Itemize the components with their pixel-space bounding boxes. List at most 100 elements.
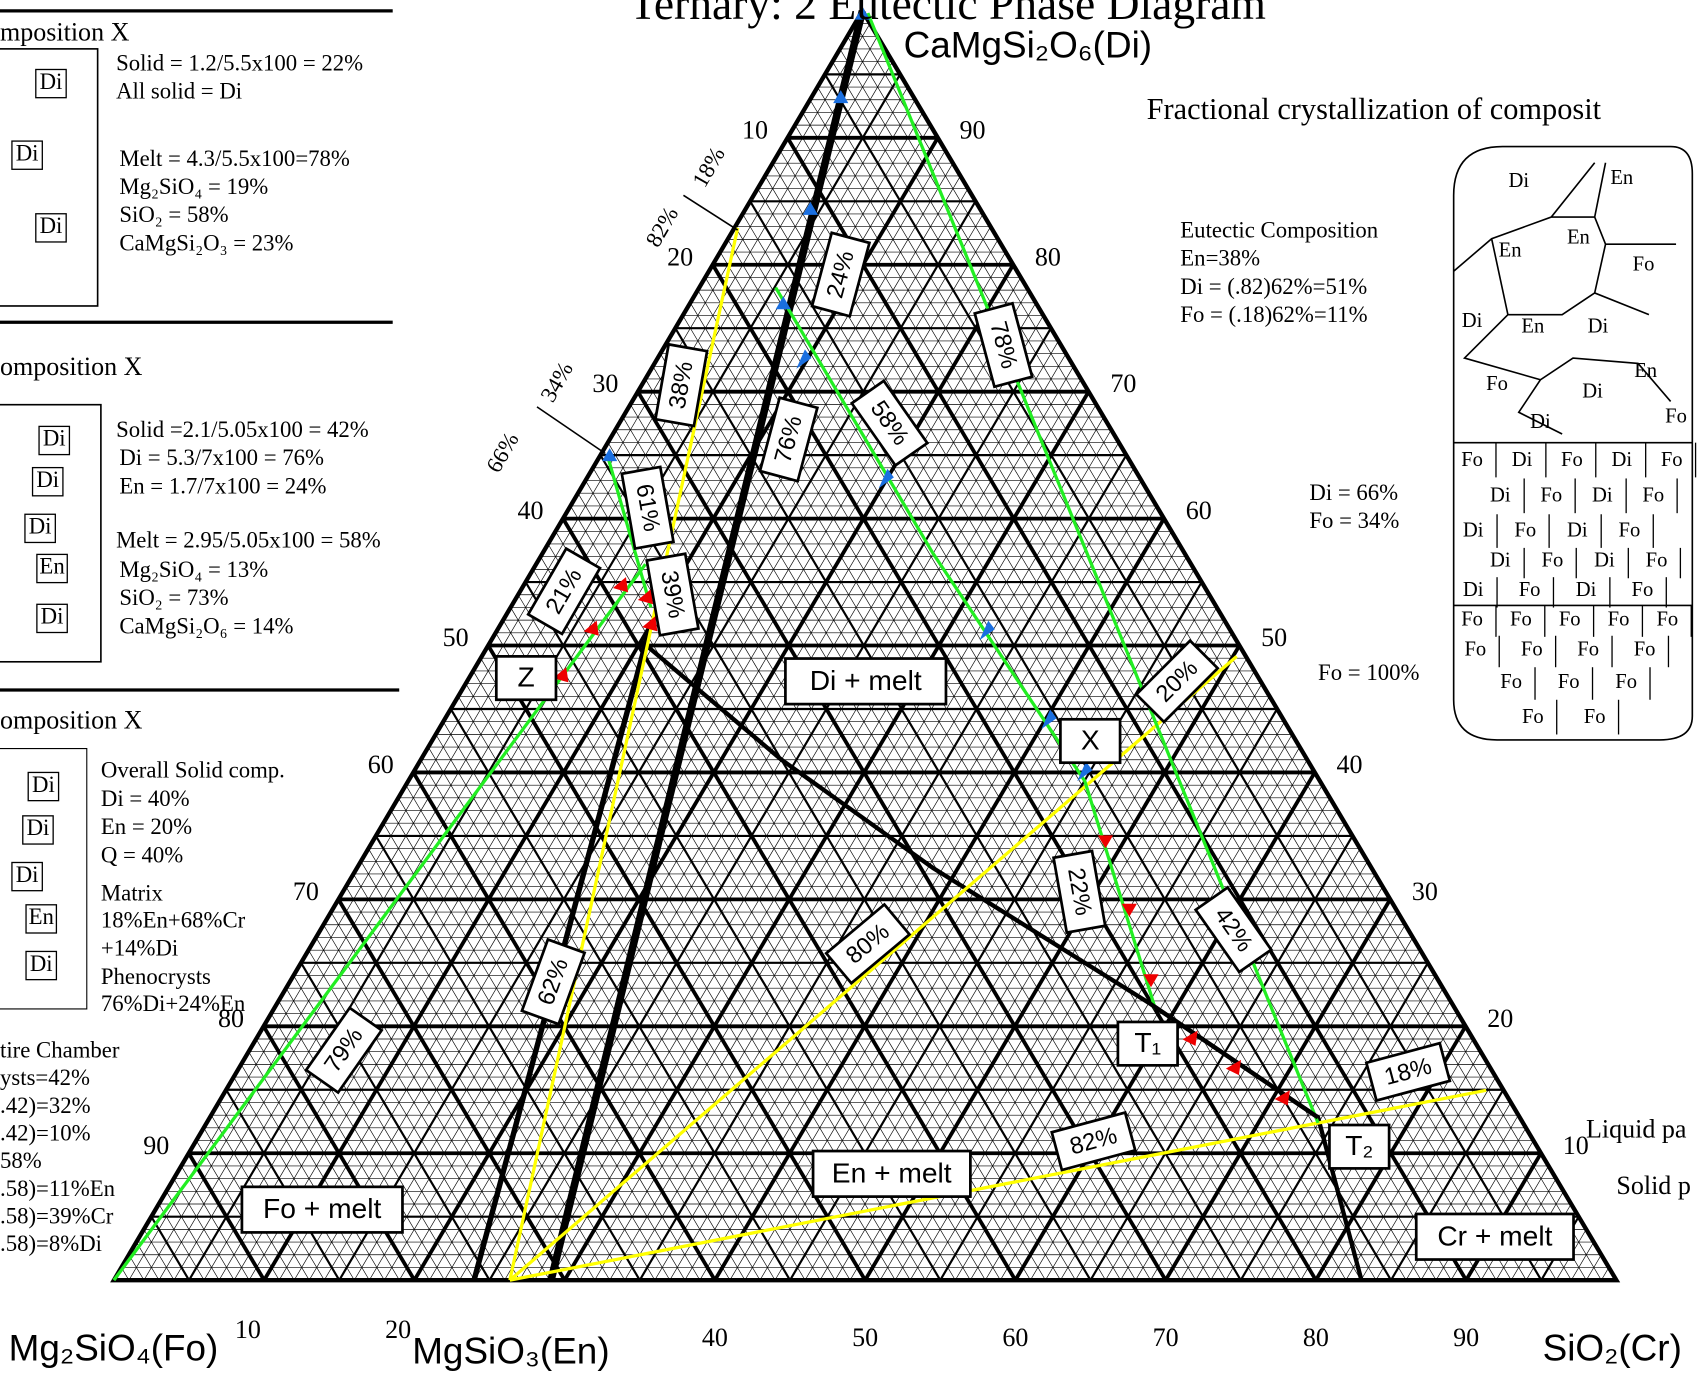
grain-label: Di: [1462, 310, 1483, 332]
grain-label: Fo: [1577, 639, 1599, 661]
tick-label: 60: [368, 750, 394, 779]
grid-line: [429, 277, 1020, 1280]
chamber-line: .58)=39%Cr: [0, 1204, 114, 1229]
grain-label: Fo: [1561, 449, 1583, 471]
grid-line: [129, 24, 870, 1281]
grain-label: Di: [1490, 550, 1511, 572]
panel-line: Mg₂SiO₄ = 19%: [119, 174, 268, 199]
tick-label: 10: [1563, 1131, 1589, 1160]
grain-label: Di: [1512, 449, 1533, 471]
field-label: En + melt: [813, 1151, 970, 1197]
tick-label: 70: [1110, 369, 1136, 398]
crystal-label: Di: [36, 467, 59, 492]
point-label: X: [1060, 719, 1120, 762]
tick-label: 20: [385, 1315, 411, 1344]
tick-label: 50: [852, 1323, 878, 1352]
mid-line: Di = 66%: [1309, 480, 1398, 505]
grain-label: Di: [1594, 550, 1615, 572]
grain-label: Di: [1582, 380, 1603, 402]
tick-label: 20: [667, 242, 693, 271]
grain-label: Fo: [1634, 639, 1656, 661]
panel-line: Melt = 4.3/5.5x100=78%: [119, 146, 350, 171]
grain-label: Fo: [1558, 671, 1580, 693]
chamber-line: ysts=42%: [0, 1065, 90, 1090]
percent-box: 24%: [812, 233, 869, 316]
panel-line: Di = 40%: [101, 786, 190, 811]
panel-line: CaMgSi₂O₆ = 14%: [119, 613, 293, 638]
vertex-label: SiO₂(Cr): [1543, 1327, 1682, 1368]
tick-label: 10: [742, 115, 768, 144]
mid-line: Fo = 34%: [1309, 508, 1399, 533]
vertex-label: Mg₂SiO₄(Fo): [9, 1327, 219, 1368]
grain-label: Fo: [1619, 519, 1641, 541]
grain-label: Fo: [1461, 608, 1483, 630]
percent-box: 62%: [522, 939, 585, 1024]
side-label: 66%: [481, 428, 524, 477]
panel-line: 76%Di+24%En: [101, 991, 246, 1016]
grain-label: Fo: [1514, 519, 1536, 541]
grain-label: Fo: [1665, 405, 1687, 427]
grain-label: Di: [1490, 485, 1511, 507]
tick-label: 60: [1186, 496, 1212, 525]
crystal-label: Di: [32, 772, 55, 797]
crystal-label: Di: [16, 140, 39, 165]
tick-label: 20: [1487, 1004, 1513, 1033]
tick-label: 90: [960, 115, 986, 144]
panel-line: CaMgSi₂O₃ = 23%: [119, 230, 293, 255]
panel-line: Melt = 2.95/5.05x100 = 58%: [116, 528, 381, 553]
grain-label: Fo: [1559, 608, 1581, 630]
grain-label: Di: [1611, 449, 1632, 471]
tick-label: 80: [1303, 1323, 1329, 1352]
panel-line: SiO₂ = 73%: [119, 585, 228, 610]
grain-label: Fo: [1632, 579, 1654, 601]
panel-line: Solid = 1.2/5.5x100 = 22%: [116, 50, 363, 75]
grain-label: Fo: [1661, 449, 1683, 471]
grain-label: Fo: [1522, 706, 1544, 728]
grid-line: [151, 1217, 189, 1280]
eutectic-line: Di = (.82)62%=51%: [1180, 274, 1367, 299]
tick-label: 40: [1337, 750, 1363, 779]
tick-label: 10: [235, 1315, 261, 1344]
grain-label: Di: [1588, 315, 1609, 337]
vertex-label: CaMgSi₂O₆(Di): [904, 25, 1152, 66]
grain-label: Fo: [1656, 608, 1678, 630]
crystal-label: Di: [27, 815, 50, 840]
grain-label: Fo: [1541, 550, 1563, 572]
grain-label: Di: [1463, 579, 1484, 601]
grid-line: [421, 760, 730, 1280]
grain-label: Di: [1463, 519, 1484, 541]
point-label-text: Z: [518, 661, 535, 693]
field-label-text: En + melt: [832, 1156, 952, 1188]
crystal-label: Di: [16, 862, 39, 887]
tick-label: 50: [443, 623, 469, 652]
grid-line: [181, 1166, 249, 1280]
grain-label: Fo: [1608, 608, 1630, 630]
field-label-text: Di + melt: [810, 664, 922, 696]
tick-label: 90: [143, 1131, 169, 1160]
tick-label: 70: [293, 877, 319, 906]
field-label: Fo + melt: [242, 1187, 403, 1233]
grain-label: En: [1634, 360, 1657, 382]
chamber-line: tire Chamber: [0, 1038, 120, 1063]
diagram: Ternary: 2 Eutectic Phase DiagramCaMgSi₂…: [0, 0, 1701, 1380]
vertex-label: MgSiO₃(En): [412, 1331, 609, 1372]
grain-label: Fo: [1642, 485, 1664, 507]
panel-line: Phenocrysts: [101, 964, 211, 989]
grid-line: [166, 1191, 219, 1280]
grid-line: [735, 227, 1361, 1280]
liquid-line: Liquid pa: [1586, 1114, 1687, 1143]
field-label: Cr + melt: [1416, 1214, 1573, 1260]
grid-line: [855, 24, 1601, 1281]
grain-label: En: [1610, 167, 1633, 189]
grain-label: Fo: [1521, 639, 1543, 661]
point-label: T₂: [1329, 1125, 1389, 1168]
panel-line: Q = 40%: [101, 842, 183, 867]
grain-label: Di: [1576, 579, 1597, 601]
field-label: Di + melt: [785, 659, 946, 705]
crystal-label: Di: [41, 604, 64, 629]
grain-label: Di: [1567, 519, 1588, 541]
grain-label: Fo: [1461, 449, 1483, 471]
tick-label: 40: [517, 496, 543, 525]
tick-label: 80: [1035, 242, 1061, 271]
panel-line: Matrix: [101, 880, 164, 905]
